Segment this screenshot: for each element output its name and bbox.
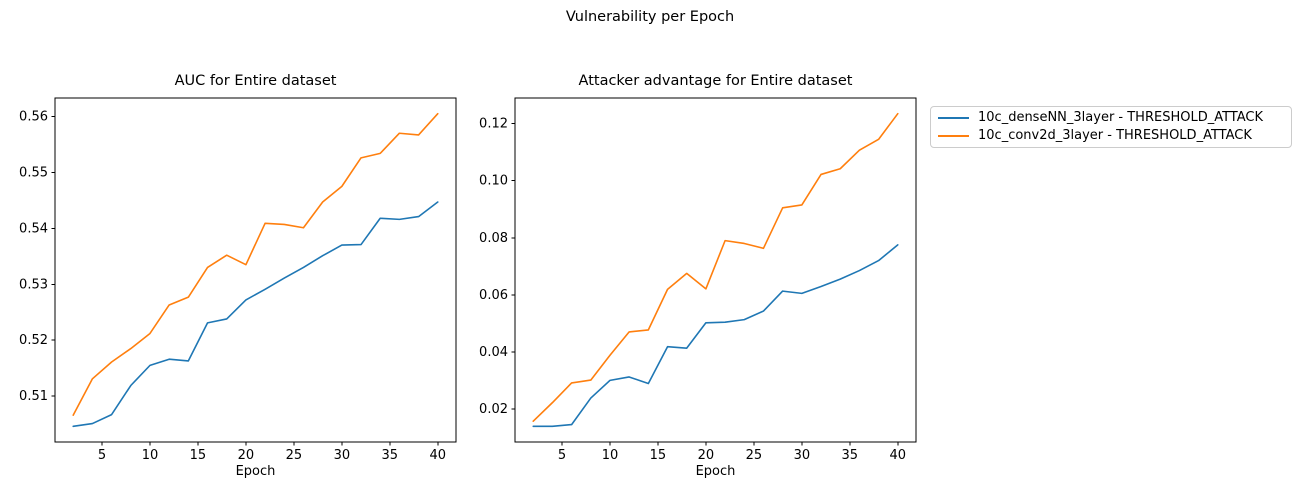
x-tick-label: 30	[794, 448, 811, 463]
x-tick-label: 20	[698, 448, 715, 463]
y-tick-label: 0.08	[479, 231, 508, 246]
x-tick-label: 5	[558, 448, 566, 463]
x-axis-label-auc: Epoch	[235, 464, 276, 479]
x-tick-label: 35	[842, 448, 859, 463]
x-tick-label: 15	[190, 448, 207, 463]
attacker-advantage-axes: 5 10 15 20 25 30 35 40 0.02 0.04 0.06 0.08 0.10 0.12	[479, 97, 917, 463]
figure-title: Vulnerability per Epoch	[565, 9, 735, 25]
y-tick-label: 0.52	[19, 333, 48, 348]
y-tick-label: 0.02	[479, 402, 508, 417]
y-tick-label: 0.56	[19, 109, 48, 124]
legend: 10c_denseNN_3layer - THRESHOLD_ATTACK 10…	[930, 106, 1292, 148]
legend-label-conv2d: 10c_conv2d_3layer - THRESHOLD_ATTACK	[978, 128, 1252, 143]
x-tick-label: 10	[142, 448, 159, 463]
legend-item-conv2d: 10c_conv2d_3layer - THRESHOLD_ATTACK	[938, 128, 1283, 143]
x-tick-label: 20	[238, 448, 255, 463]
series-line-0	[72, 201, 439, 428]
x-tick-label: 25	[286, 448, 303, 463]
chart-title-attacker-advantage: Attacker advantage for Entire dataset	[578, 73, 853, 89]
x-axis-label-attacker-advantage: Epoch	[695, 464, 736, 479]
x-tick-label: 40	[889, 448, 906, 463]
legend-line-swatch-orange	[938, 135, 969, 138]
x-tick-label: 30	[334, 448, 351, 463]
x-tick-label: 25	[746, 448, 763, 463]
auc-axes: 5 10 15 20 25 30 35 40 0.51 0.52 0.53 0.54 0.55 0.56	[19, 97, 457, 463]
series-line-1	[532, 112, 899, 422]
y-tick-label: 0.12	[479, 117, 508, 132]
axes-frame	[514, 97, 917, 443]
legend-line-swatch-blue	[938, 116, 969, 119]
x-tick-label: 10	[602, 448, 619, 463]
y-tick-label: 0.55	[19, 165, 48, 180]
y-tick-label: 0.51	[19, 389, 48, 404]
y-tick-label: 0.54	[19, 221, 48, 236]
x-tick-label: 40	[429, 448, 446, 463]
x-tick-label: 5	[98, 448, 106, 463]
y-tick-label: 0.53	[19, 277, 48, 292]
series-line-0	[532, 244, 899, 428]
legend-label-densenn: 10c_denseNN_3layer - THRESHOLD_ATTACK	[978, 109, 1264, 125]
x-tick-label: 15	[650, 448, 667, 463]
chart-title-auc: AUC for Entire dataset	[174, 73, 337, 89]
legend-item-densenn: 10c_denseNN_3layer - THRESHOLD_ATTACK	[938, 109, 1283, 125]
series-line-1	[72, 112, 439, 416]
y-tick-label: 0.10	[479, 174, 508, 189]
y-tick-label: 0.04	[479, 345, 508, 360]
y-tick-label: 0.06	[479, 288, 508, 303]
x-tick-label: 35	[382, 448, 399, 463]
axes-frame	[54, 97, 457, 443]
